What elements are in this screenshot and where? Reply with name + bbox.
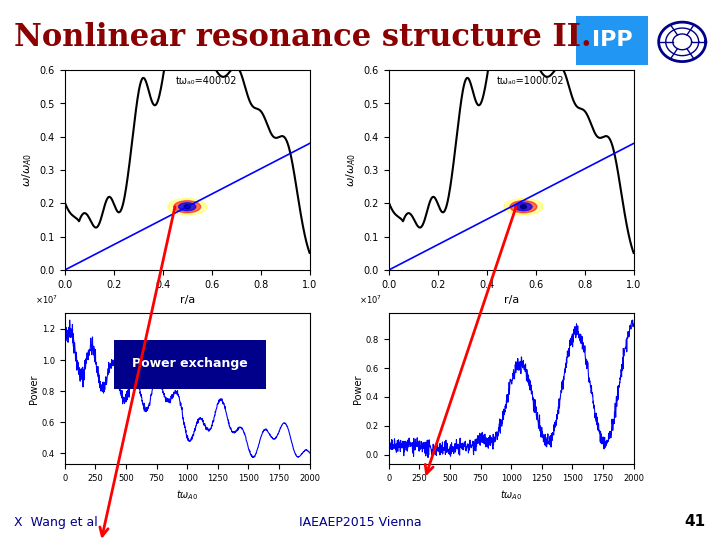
Text: $\times10^7$: $\times10^7$	[35, 294, 58, 306]
Ellipse shape	[179, 202, 196, 211]
Ellipse shape	[515, 202, 532, 211]
Text: IPP: IPP	[592, 30, 632, 51]
Text: tωₐ₀=1000.02: tωₐ₀=1000.02	[497, 76, 564, 86]
X-axis label: r/a: r/a	[179, 295, 195, 305]
FancyBboxPatch shape	[114, 340, 266, 389]
Ellipse shape	[184, 205, 190, 209]
Ellipse shape	[168, 198, 207, 215]
Text: X  Wang et al: X Wang et al	[14, 516, 98, 529]
Text: Nonlinear resonance structure II.: Nonlinear resonance structure II.	[14, 22, 592, 52]
Y-axis label: Power: Power	[29, 374, 39, 403]
Text: Power exchange: Power exchange	[132, 357, 248, 370]
X-axis label: r/a: r/a	[503, 295, 519, 305]
Text: 41: 41	[685, 514, 706, 529]
Ellipse shape	[504, 198, 543, 215]
Text: $\times10^7$: $\times10^7$	[359, 294, 382, 306]
Y-axis label: $\omega/\omega_{A0}$: $\omega/\omega_{A0}$	[20, 153, 34, 187]
X-axis label: $t\omega_{A0}$: $t\omega_{A0}$	[176, 489, 199, 503]
Text: tωₐ₀=400.02: tωₐ₀=400.02	[176, 76, 238, 86]
X-axis label: $t\omega_{A0}$: $t\omega_{A0}$	[500, 489, 523, 503]
Text: IAEAEP2015 Vienna: IAEAEP2015 Vienna	[299, 516, 421, 529]
Ellipse shape	[521, 205, 526, 209]
Y-axis label: Power: Power	[353, 374, 363, 403]
Y-axis label: $\omega/\omega_{A0}$: $\omega/\omega_{A0}$	[344, 153, 358, 187]
Ellipse shape	[510, 201, 537, 213]
Ellipse shape	[174, 201, 201, 213]
